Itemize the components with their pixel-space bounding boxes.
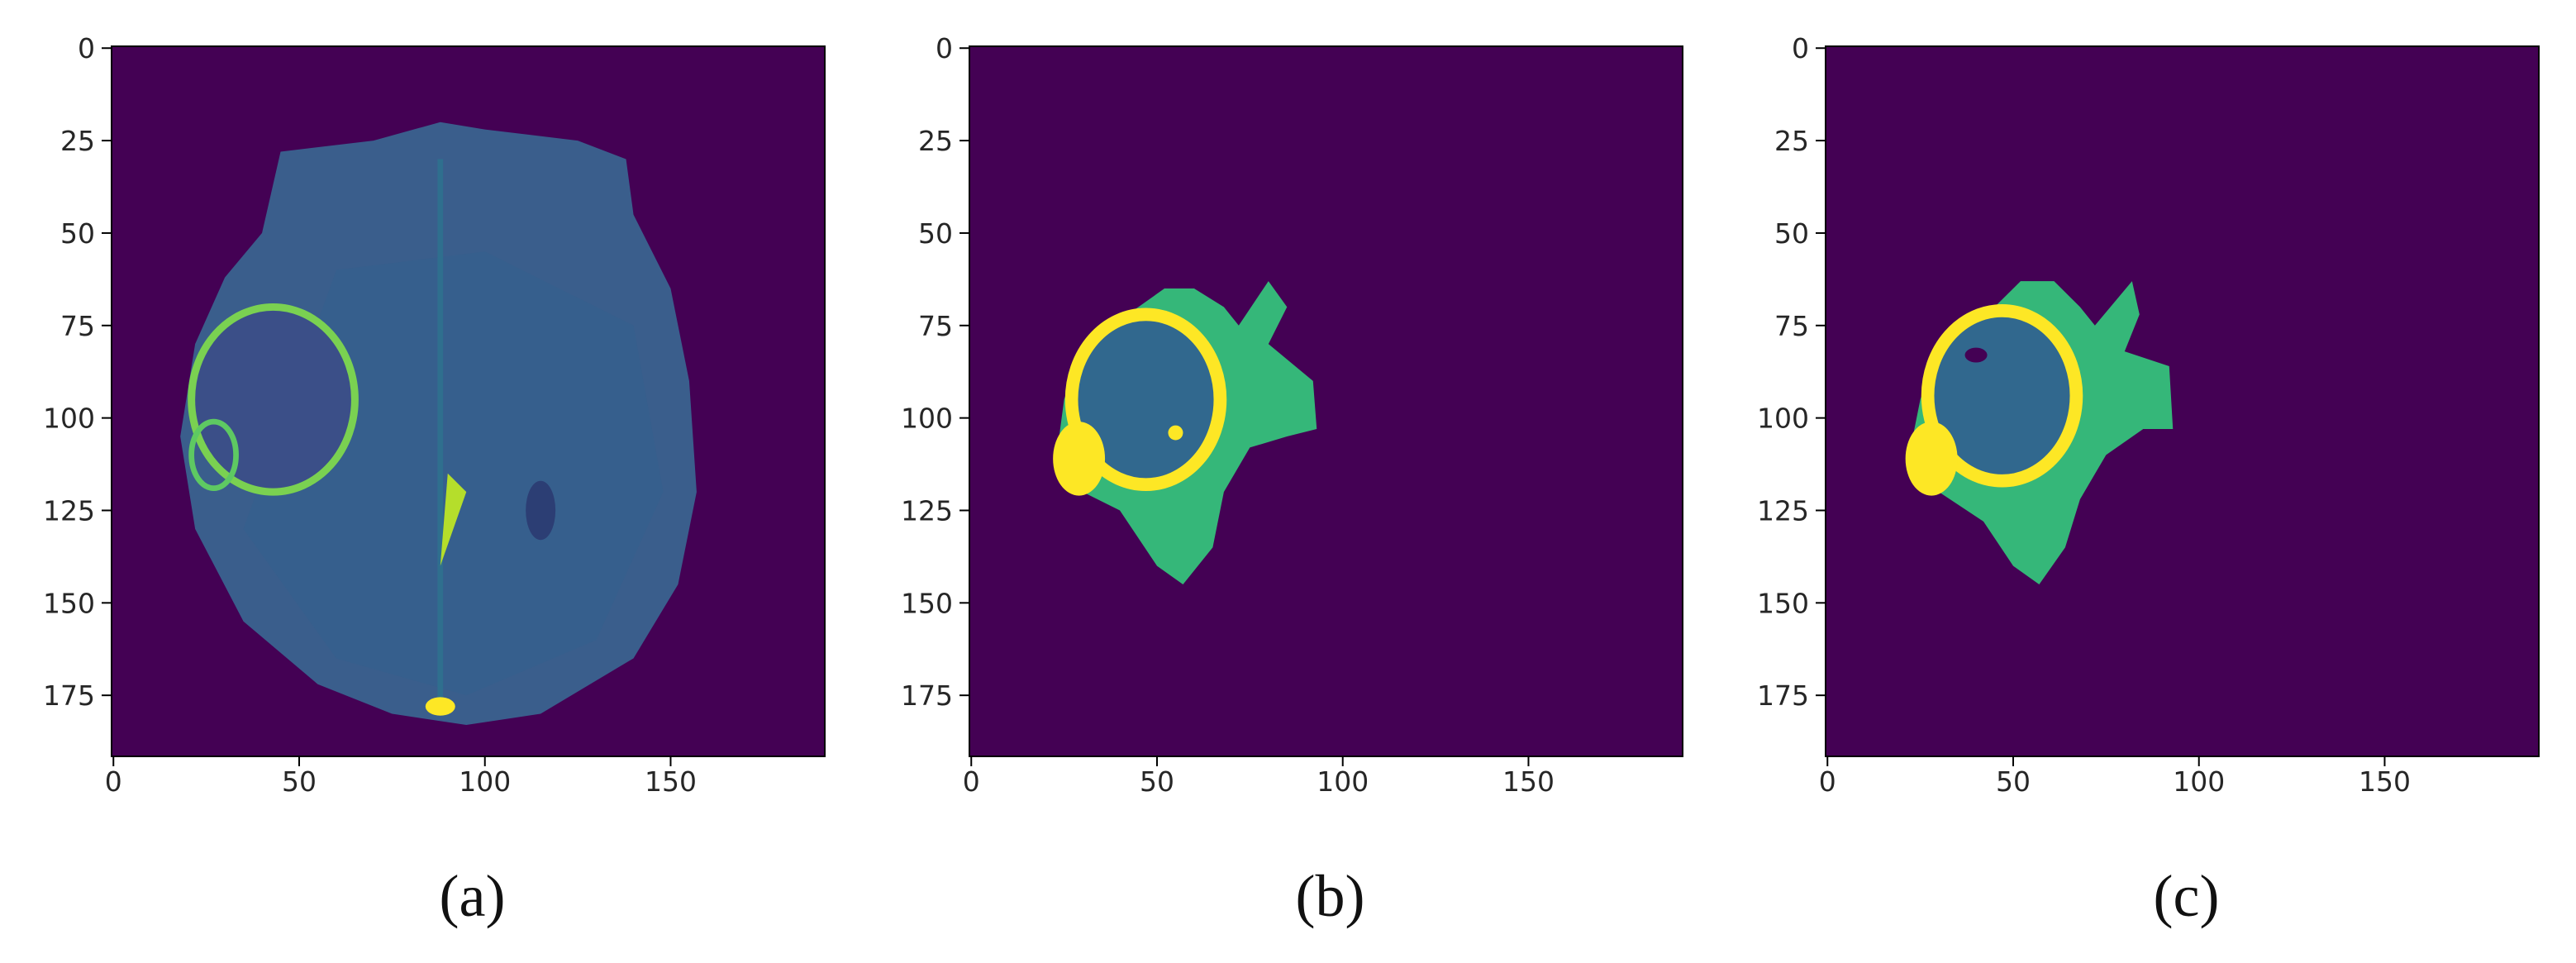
caption: (a)	[440, 863, 506, 929]
tumor-ring	[188, 303, 359, 496]
x-tick-label: 100	[1317, 765, 1369, 798]
x-tick-label: 0	[1819, 765, 1836, 798]
enhancing-tumor	[1905, 422, 1958, 496]
axes-frame	[969, 45, 1683, 757]
y-tick-label: 25	[60, 125, 95, 157]
y-tick-label: 25	[1774, 125, 1809, 157]
x-tick-label: 150	[1502, 765, 1555, 798]
enhancing-tumor	[1921, 304, 2083, 488]
x-tick-label: 150	[2359, 765, 2411, 798]
x-tick-label: 50	[282, 765, 317, 798]
y-tick-label: 25	[918, 125, 953, 157]
segmentation-image	[1053, 281, 1317, 584]
x-tick-label: 0	[963, 765, 980, 798]
y-tick-label: 150	[901, 587, 953, 619]
enhancing-tumor	[1168, 425, 1183, 441]
y-tick-label: 175	[901, 679, 953, 712]
y-tick-label: 50	[1774, 217, 1809, 250]
y-tick-label: 125	[901, 494, 953, 527]
y-tick-label: 50	[60, 217, 95, 250]
enhancing-tumor	[1064, 307, 1227, 491]
y-tick-label: 100	[43, 403, 95, 435]
y-tick-label: 50	[918, 217, 953, 250]
x-tick-label: 50	[1996, 765, 2031, 798]
y-tick-label: 75	[60, 310, 95, 342]
segmentation-image	[1905, 281, 2174, 584]
y-tick-label: 75	[1774, 310, 1809, 342]
y-tick-label: 100	[1757, 403, 1809, 435]
y-tick-label: 150	[1757, 587, 1809, 619]
mri-image	[180, 122, 697, 725]
y-tick-label: 0	[936, 32, 953, 64]
y-tick-label: 125	[43, 494, 95, 527]
y-tick-label: 150	[43, 587, 95, 619]
caption: (c)	[2154, 863, 2220, 929]
y-tick-label: 100	[901, 403, 953, 435]
axes-frame	[111, 45, 826, 757]
necrosis	[1964, 347, 1988, 363]
y-tick-label: 0	[78, 32, 95, 64]
x-tick-label: 0	[105, 765, 122, 798]
y-tick-label: 175	[43, 679, 95, 712]
x-tick-label: 100	[2173, 765, 2225, 798]
y-tick-label: 175	[1757, 679, 1809, 712]
axes-frame	[1825, 45, 2540, 757]
tumor-edge	[188, 418, 239, 491]
caption: (b)	[1296, 863, 1365, 929]
y-tick-label: 125	[1757, 494, 1809, 527]
bright-spot	[440, 473, 467, 566]
bright-spot	[425, 697, 455, 716]
y-tick-label: 75	[918, 310, 953, 342]
enhancing-tumor	[1053, 422, 1106, 496]
ventricle	[526, 480, 556, 541]
x-tick-label: 150	[645, 765, 697, 798]
x-tick-label: 100	[459, 765, 511, 798]
x-tick-label: 50	[1140, 765, 1174, 798]
y-tick-label: 0	[1792, 32, 1809, 64]
